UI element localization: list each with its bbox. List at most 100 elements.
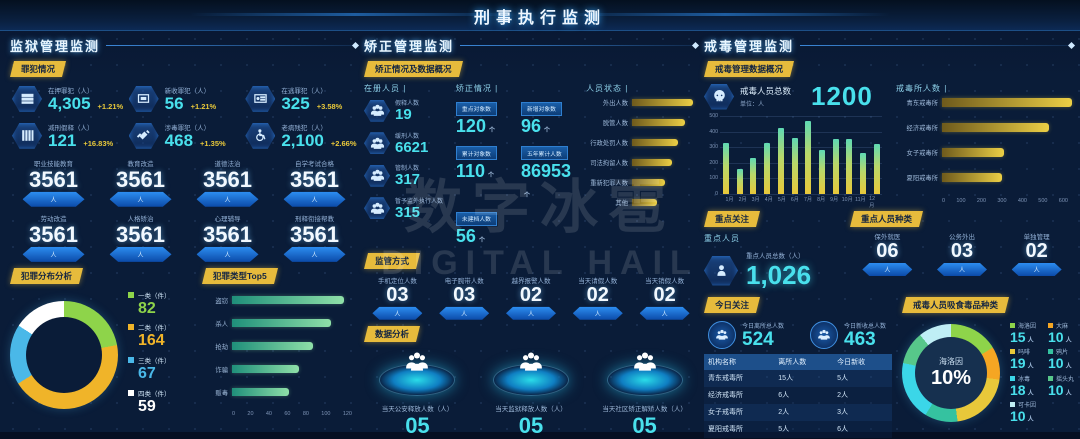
- analysis-item: 当天社区矫正解矫人数（人） 05: [591, 350, 698, 439]
- focus-type-card[interactable]: 公务外出 03 人: [925, 231, 1000, 276]
- donut-drug_types[interactable]: 海洛因 10%: [902, 323, 1000, 422]
- hbar-fill[interactable]: [942, 123, 1050, 132]
- edu-card[interactable]: 道德法治 3561 人: [184, 158, 271, 207]
- crime-distribution-badge[interactable]: 犯罪分布分析: [10, 267, 84, 284]
- vbar-bar[interactable]: [723, 142, 729, 194]
- drug-legend-label: 冰毒: [1010, 374, 1036, 383]
- vbar-bar[interactable]: [860, 153, 867, 194]
- hbar-fill[interactable]: [632, 119, 685, 126]
- analysis-item: 当天监狱释放人数（人） 05: [478, 350, 585, 439]
- hbar-track: [942, 173, 1068, 182]
- legend-label: 一类（件）: [128, 290, 171, 300]
- focus-badge[interactable]: 重点关注: [704, 211, 761, 227]
- hbar-fill[interactable]: [632, 179, 665, 186]
- edu-card[interactable]: 心理辅导 3561 人: [184, 213, 271, 262]
- table-cell: 经济戒毒所: [704, 386, 775, 404]
- supervision-mode-badge[interactable]: 监管方式: [364, 252, 421, 269]
- monthly-admissions-chart[interactable]: 500 400 300 200 100 0 1月 2月 3月 4月 5月 6月 7月 8月 9月 10月 11月…: [704, 113, 882, 209]
- legend-item: 四类（件） 59: [128, 388, 171, 416]
- hbar-fill[interactable]: [232, 296, 344, 305]
- rehab-centers-chart[interactable]: 青东戒毒所 经济戒毒所 女子戒毒所 夏阳戒毒所 0 100 200 300 400 500 600: [896, 98, 1073, 204]
- hbar-fill[interactable]: [942, 98, 1073, 107]
- today-stat-item: 今日离所总人数 524: [708, 321, 784, 350]
- rehab-badge-overview[interactable]: 戒毒管理数据概况: [704, 61, 795, 77]
- axis-tick: 80: [302, 410, 309, 417]
- supervision-card[interactable]: 当天请假人数 02 人: [564, 275, 631, 320]
- table-row[interactable]: 经济戒毒所 6人 2人: [704, 386, 892, 404]
- focus-type-card[interactable]: 单独管理 02 人: [999, 231, 1074, 276]
- focus-type-card[interactable]: 保外就医 06 人: [850, 231, 925, 276]
- vbar-bar[interactable]: [736, 169, 743, 194]
- focus-types-badge[interactable]: 重点人员种类: [850, 211, 924, 227]
- hbar-fill[interactable]: [632, 139, 679, 146]
- crime-distribution-donut[interactable]: [10, 301, 118, 410]
- axis-tick: 100: [956, 198, 966, 204]
- edu-card[interactable]: 刑释衔接帮教 3561 人: [271, 213, 358, 262]
- table-row[interactable]: 夏阳戒毒所 5人 6人: [704, 420, 892, 438]
- hbar-fill[interactable]: [632, 99, 693, 106]
- hbar-label: 贩毒: [215, 389, 228, 397]
- today-stat-value: 463: [844, 329, 876, 350]
- hbar-label: 行政处罚人数: [590, 140, 628, 147]
- hbar-fill[interactable]: [232, 342, 313, 351]
- vbar-bar[interactable]: [832, 139, 839, 194]
- hbar-label: 青东戒毒所: [906, 100, 938, 107]
- registered-text: 暂予监外执行人数 315: [395, 196, 443, 222]
- crime-top5-badge[interactable]: 犯罪类型Top5: [202, 267, 278, 284]
- supervision-card[interactable]: 手机定位人数 03 人: [364, 275, 431, 320]
- vbar-bar[interactable]: [819, 150, 826, 194]
- vbar-bar[interactable]: [791, 137, 798, 194]
- correction-badge-overview[interactable]: 矫正情况及数据概况: [364, 61, 463, 77]
- person-status-chart[interactable]: 外出人数 脱管人数 行政处罚人数 司法拘留人数 重新犯罪人数 其他: [586, 98, 698, 207]
- prison-stat-label: 涉毒罪犯（人）: [164, 124, 211, 132]
- edu-card[interactable]: 劳动改造 3561 人: [10, 213, 97, 262]
- registered-persons-list: 假释人数 19 缓刑人数 6621 管制人数 317 暂予监外执行人数 315: [364, 98, 448, 221]
- prison-badge-crime-status[interactable]: 罪犯情况: [10, 61, 67, 77]
- hbar-fill[interactable]: [942, 173, 1002, 182]
- table-header-cell: 机构名称: [704, 353, 775, 370]
- prison-stat-text: 老病残犯（人） 2,100 +2.66%: [281, 122, 356, 150]
- crime-top5-chart[interactable]: 盗窃 杀人 抢劫 诈骗 贩毒 0 20 40 60 80 100 120: [202, 296, 352, 417]
- correction-section-header: 矫正管理监测: [364, 36, 698, 55]
- supervision-card[interactable]: 当天销假人数 02 人: [631, 275, 698, 320]
- today-badge[interactable]: 今日关注: [704, 297, 761, 313]
- hbar-fill[interactable]: [942, 148, 1004, 157]
- vbar-bar[interactable]: [846, 139, 853, 194]
- correction-status-label: 五年累计人数: [520, 146, 568, 161]
- table-header-cell: 今日新收: [833, 353, 892, 370]
- correction-status-item: 五年累计人数 86953个: [520, 143, 578, 202]
- vbar-bar[interactable]: [764, 142, 771, 194]
- supervision-card[interactable]: 电子腕带人数 03 人: [431, 275, 498, 320]
- hbar-fill[interactable]: [232, 319, 331, 328]
- vbar-bar[interactable]: [805, 120, 812, 194]
- hbar-track: [632, 159, 698, 166]
- edu-card[interactable]: 教育改造 3561 人: [97, 158, 184, 207]
- hbar-track: [232, 365, 352, 374]
- data-analysis-badge[interactable]: 数据分析: [364, 325, 421, 342]
- edu-card[interactable]: 职业技能教育 3561 人: [10, 158, 97, 207]
- table-row[interactable]: 女子戒毒所 2人 3人: [704, 403, 892, 421]
- rehab-centers-table[interactable]: 机构名称 离所人数 今日新收 青东戒毒所 15人 5人 经济戒毒所 6人 2人 女子戒毒所 2人 3…: [704, 353, 892, 438]
- drug-types-badge[interactable]: 戒毒人员吸食毒品种类: [902, 297, 1010, 313]
- vbar-bar[interactable]: [873, 144, 880, 194]
- donut-crime_distribution[interactable]: [10, 301, 118, 410]
- drug-types-donut[interactable]: 海洛因 10%: [902, 323, 1000, 422]
- hbar-fill[interactable]: [232, 365, 299, 374]
- focus-block: 重点关注 重点人员 重点人员总数（人） 1,026: [704, 209, 840, 291]
- table-row[interactable]: 青东戒毒所 15人 5人: [704, 369, 892, 387]
- edu-card[interactable]: 人格矫治 3561 人: [97, 213, 184, 262]
- registered-person-item: 缓刑人数 6621: [364, 131, 448, 157]
- supervision-card[interactable]: 越界报警人数 02 人: [498, 275, 565, 320]
- bars-icon: [12, 122, 42, 149]
- hbar-fill[interactable]: [632, 159, 672, 166]
- drug-legend-swatch: [1010, 323, 1015, 328]
- edu-card-value: 3561: [29, 166, 78, 192]
- drug-legend-text: 大麻: [1056, 324, 1069, 330]
- hbar-fill[interactable]: [232, 388, 289, 397]
- hbar-fill[interactable]: [632, 199, 658, 206]
- vbar-bar[interactable]: [777, 128, 784, 194]
- today-stat-label: 今日新收总人数: [844, 324, 887, 330]
- vbar-bar[interactable]: [750, 158, 757, 194]
- person-status-block: 人员状态 | 外出人数 脱管人数 行政处罚人数 司法拘留人数 重新犯罪人数 其他: [586, 81, 698, 247]
- edu-card[interactable]: 自学考试合格 3561 人: [271, 158, 358, 207]
